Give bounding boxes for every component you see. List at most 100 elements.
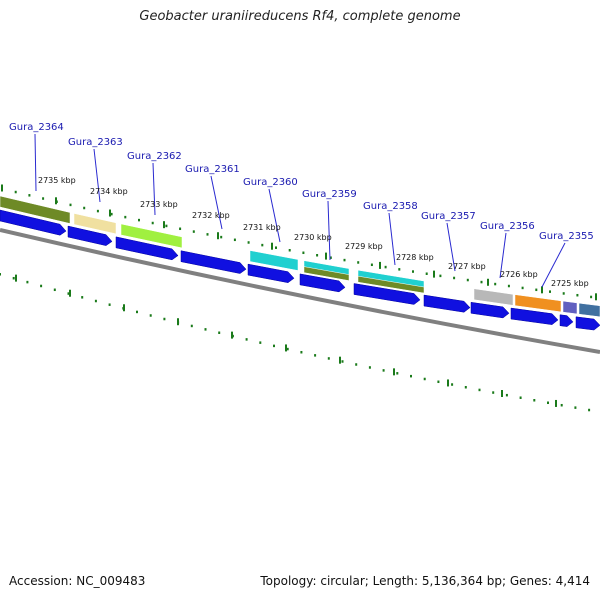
tick-dot: [69, 203, 72, 207]
cds-arrow: [299, 273, 346, 293]
cds-arrow: [423, 294, 471, 313]
cds-arrow: [115, 236, 179, 261]
kbp-label: 2732 kbp: [192, 211, 230, 220]
gene-label: Gura_2363: [68, 137, 123, 148]
cds-arrow: [575, 316, 600, 331]
cds-arrow: [67, 225, 113, 246]
tick-dot: [94, 299, 97, 303]
gene-feature: [473, 288, 514, 306]
gene-label: Gura_2362: [127, 151, 182, 162]
accession-text: Accession: NC_009483: [9, 574, 146, 588]
gene-label: Gura_2357: [421, 211, 476, 222]
tick-dot: [521, 286, 524, 290]
tick-dot: [261, 243, 264, 247]
genome-summary-text: Topology: circular; Length: 5,136,364 bp…: [260, 574, 590, 588]
leader-line: [93, 148, 101, 203]
cds-arrow: [180, 250, 247, 274]
tick-dot: [124, 215, 127, 219]
kbp-label: 2725 kbp: [551, 279, 589, 288]
leader-line: [446, 222, 456, 272]
kbp-labels: 2735 kbp 2734 kbp 2733 kbp 2732 kbp 2731 kbp…: [38, 176, 589, 288]
tick-dot: [26, 280, 29, 284]
tick-dot: [329, 256, 332, 259]
tick-dot: [96, 209, 99, 213]
kbp-label: 2729 kbp: [345, 242, 383, 251]
tick-dot: [108, 303, 111, 306]
tick-dot: [179, 227, 182, 231]
cds-arrow: [353, 283, 421, 305]
tick-dot: [535, 288, 538, 292]
tick-dot: [519, 396, 522, 399]
gene-labels: Gura_2364Gura_2363Gura_2362Gura_2361Gura…: [9, 122, 594, 242]
cds-arrow: [559, 314, 574, 327]
tick-dot: [451, 383, 454, 386]
tick-dot: [423, 377, 426, 381]
gene-label: Gura_2358: [363, 201, 418, 212]
cds-arrow: [247, 263, 295, 283]
gene-label: Gura_2360: [243, 177, 298, 188]
tick-dot: [259, 341, 262, 344]
tick-dot: [316, 254, 319, 257]
tick-dot: [505, 393, 508, 397]
cds-arrow: [470, 301, 510, 319]
tick-dot: [341, 360, 344, 363]
gene-label: Gura_2356: [480, 221, 535, 232]
tick-dot: [163, 317, 166, 321]
tick-dot: [464, 385, 467, 389]
gene-feature: [357, 275, 425, 294]
gene-feature: [578, 302, 600, 318]
leader-line: [388, 212, 396, 266]
tick-dot: [40, 284, 43, 288]
tick-dot: [110, 212, 113, 216]
tick-dot: [533, 399, 536, 402]
leader-line: [152, 162, 156, 216]
tick-dot: [412, 270, 414, 273]
tick-dot: [288, 249, 291, 252]
tick-dot: [136, 310, 138, 314]
cds-arrow: [510, 307, 559, 325]
kbp-label: 2727 kbp: [448, 262, 486, 271]
kbp-label: 2734 kbp: [90, 187, 128, 196]
tick-dot: [576, 293, 579, 297]
tick-dot: [204, 328, 207, 331]
gene-feature: [303, 266, 350, 281]
tick-dot: [165, 224, 168, 228]
kbp-label: 2731 kbp: [243, 223, 281, 232]
tick-dot: [286, 347, 289, 351]
outer-tick-ring: [1, 184, 597, 301]
tick-dot: [439, 274, 442, 278]
tick-dot: [590, 295, 593, 299]
gene-feature: [562, 300, 578, 315]
gene-label: Gura_2364: [9, 122, 64, 133]
gene-label: Gura_2359: [302, 189, 357, 200]
tick-dot: [357, 261, 360, 264]
tick-dot: [218, 331, 221, 334]
tick-dot: [14, 190, 17, 194]
tick-dot: [466, 278, 469, 282]
tick-dot: [425, 272, 428, 275]
feature-track: [0, 195, 600, 318]
tick-dot: [273, 344, 275, 348]
leader-line: [268, 188, 281, 243]
tick-dot: [138, 218, 140, 222]
gene-label: Gura_2361: [185, 164, 240, 175]
cds-arrow: [0, 209, 67, 236]
leader-line: [541, 242, 566, 288]
tick-dot: [220, 235, 223, 239]
tick-dot: [42, 197, 45, 200]
tick-dot: [547, 401, 549, 405]
kbp-label: 2730 kbp: [294, 233, 332, 242]
tick-dot: [549, 290, 551, 293]
tick-dot: [478, 388, 481, 392]
tick-dot: [343, 258, 346, 262]
tick-dot: [574, 406, 577, 409]
tick-dot: [494, 282, 497, 286]
tick-dot: [149, 314, 152, 317]
tick-dot: [492, 391, 495, 394]
tick-dot: [398, 268, 401, 271]
tick-dot: [302, 251, 305, 255]
gene-label: Gura_2355: [539, 231, 594, 242]
gene-feature: [120, 223, 183, 249]
kbp-label: 2726 kbp: [500, 270, 538, 279]
